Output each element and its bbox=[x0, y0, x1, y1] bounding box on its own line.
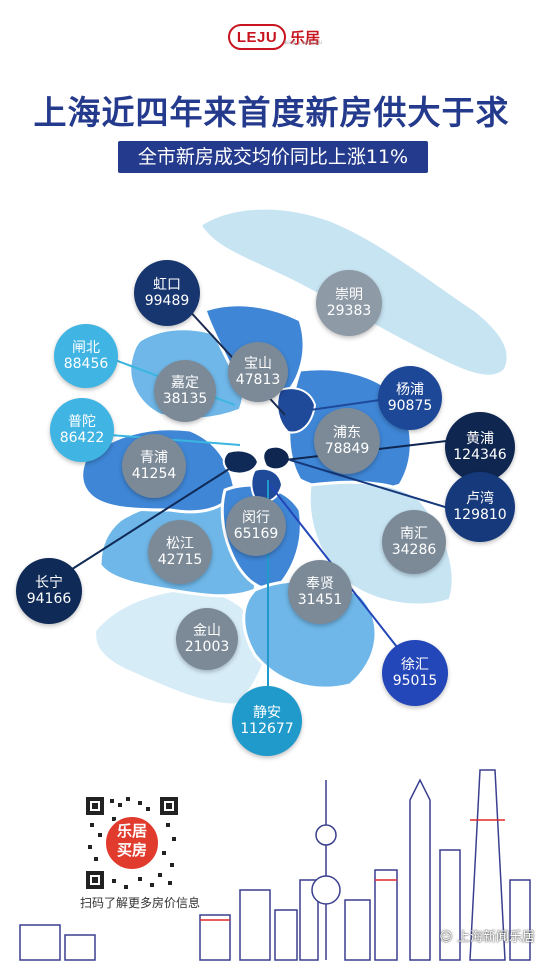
district-bubble-pudong[interactable]: 浦东 78849 bbox=[314, 408, 380, 474]
district-name: 卢湾 bbox=[466, 490, 494, 507]
wechat-icon: ☺ bbox=[439, 930, 453, 945]
district-bubble-songjiang[interactable]: 松江 42715 bbox=[148, 520, 212, 584]
district-name: 嘉定 bbox=[171, 374, 199, 391]
district-name: 普陀 bbox=[68, 413, 96, 430]
district-bubble-jiading[interactable]: 嘉定 38135 bbox=[154, 360, 216, 422]
qr-badge-line1: 乐居 bbox=[116, 822, 147, 840]
logo-tagline: 新乐居 上市代码LEJU bbox=[284, 40, 323, 45]
district-name: 闸北 bbox=[72, 339, 100, 356]
district-price: 41254 bbox=[131, 466, 177, 482]
header: LEJU 乐居 新乐居 上市代码LEJU 上海近四年来首度新房供大于求 全市新房… bbox=[0, 0, 543, 200]
district-price: 38135 bbox=[162, 391, 208, 407]
district-price: 29383 bbox=[326, 303, 372, 319]
district-bubble-jingan[interactable]: 静安 112677 bbox=[232, 686, 302, 756]
page-title: 上海近四年来首度新房供大于求 bbox=[33, 93, 510, 132]
district-name: 崇明 bbox=[335, 286, 363, 303]
district-bubble-chongming[interactable]: 崇明 29383 bbox=[316, 270, 382, 336]
district-bubble-zhabei[interactable]: 闸北 88456 bbox=[54, 324, 118, 388]
district-bubble-huangpu[interactable]: 黄浦 124346 bbox=[445, 412, 515, 482]
qr-badge: 乐居 买房 bbox=[109, 822, 155, 860]
district-price: 95015 bbox=[392, 673, 438, 689]
district-name: 静安 bbox=[253, 704, 281, 721]
district-price: 88456 bbox=[63, 356, 109, 372]
district-name: 黄浦 bbox=[466, 430, 494, 447]
district-price: 112677 bbox=[240, 721, 294, 737]
district-price: 129810 bbox=[453, 507, 507, 523]
district-price: 31451 bbox=[297, 592, 343, 608]
watermark-text: 上海新闻乐居 bbox=[456, 930, 535, 945]
district-name: 闵行 bbox=[242, 509, 270, 526]
district-price: 21003 bbox=[184, 639, 230, 655]
district-price: 65169 bbox=[233, 526, 279, 542]
district-bubble-xuhui[interactable]: 徐汇 95015 bbox=[382, 640, 448, 706]
district-name: 宝山 bbox=[244, 355, 272, 372]
logo-badge: LEJU bbox=[228, 24, 286, 50]
district-price: 99489 bbox=[144, 293, 190, 309]
city-skyline-illustration bbox=[19, 769, 531, 961]
district-price: 47813 bbox=[235, 372, 281, 388]
region-huangpu bbox=[262, 445, 292, 471]
district-price: 42715 bbox=[157, 552, 203, 568]
district-name: 金山 bbox=[193, 622, 221, 639]
region-yangpu bbox=[276, 387, 317, 434]
shanghai-district-map: 崇明 29383 虹口 99489 闸北 88456 宝山 47813 嘉定 3… bbox=[0, 190, 543, 756]
district-bubble-baoshan[interactable]: 宝山 47813 bbox=[228, 342, 288, 402]
district-price: 124346 bbox=[453, 447, 507, 463]
district-name: 杨浦 bbox=[396, 381, 424, 398]
district-bubble-minhang[interactable]: 闵行 65169 bbox=[226, 496, 286, 556]
qr-badge-line2: 买房 bbox=[116, 841, 147, 859]
district-bubble-nanhui[interactable]: 南汇 34286 bbox=[382, 510, 446, 574]
district-price: 86422 bbox=[59, 430, 105, 446]
qr-caption: 扫码了解更多房价信息 bbox=[79, 896, 200, 910]
qr-code[interactable]: 乐居 买房 bbox=[82, 793, 182, 893]
page-subtitle: 全市新房成交均价同比上涨11% bbox=[118, 141, 428, 173]
district-name: 浦东 bbox=[333, 424, 361, 441]
wechat-watermark: ☺ 上海新闻乐居 bbox=[439, 926, 535, 945]
district-name: 长宁 bbox=[35, 574, 63, 591]
qr-pattern bbox=[82, 793, 182, 893]
district-name: 奉贤 bbox=[306, 575, 334, 592]
district-price: 34286 bbox=[391, 542, 437, 558]
district-price: 78849 bbox=[324, 441, 370, 457]
district-bubble-hongkou[interactable]: 虹口 99489 bbox=[134, 260, 200, 326]
district-bubble-jinshan[interactable]: 金山 21003 bbox=[176, 608, 238, 670]
district-bubble-luwan[interactable]: 卢湾 129810 bbox=[445, 472, 515, 542]
district-name: 南汇 bbox=[400, 525, 428, 542]
district-bubble-changning[interactable]: 长宁 94166 bbox=[16, 558, 82, 624]
district-name: 松江 bbox=[166, 535, 194, 552]
district-price: 94166 bbox=[26, 591, 72, 607]
leju-logo[interactable]: LEJU 乐居 bbox=[228, 24, 320, 50]
district-bubble-yangpu[interactable]: 杨浦 90875 bbox=[378, 366, 442, 430]
logo-name: 乐居 bbox=[290, 28, 321, 47]
district-price: 90875 bbox=[387, 398, 433, 414]
district-bubble-fengxian[interactable]: 奉贤 31451 bbox=[288, 560, 352, 624]
district-name: 虹口 bbox=[153, 276, 181, 293]
district-name: 徐汇 bbox=[401, 656, 429, 673]
district-bubble-putuo[interactable]: 普陀 86422 bbox=[50, 398, 114, 462]
district-bubble-qingpu[interactable]: 青浦 41254 bbox=[122, 434, 186, 498]
district-name: 青浦 bbox=[140, 449, 168, 466]
